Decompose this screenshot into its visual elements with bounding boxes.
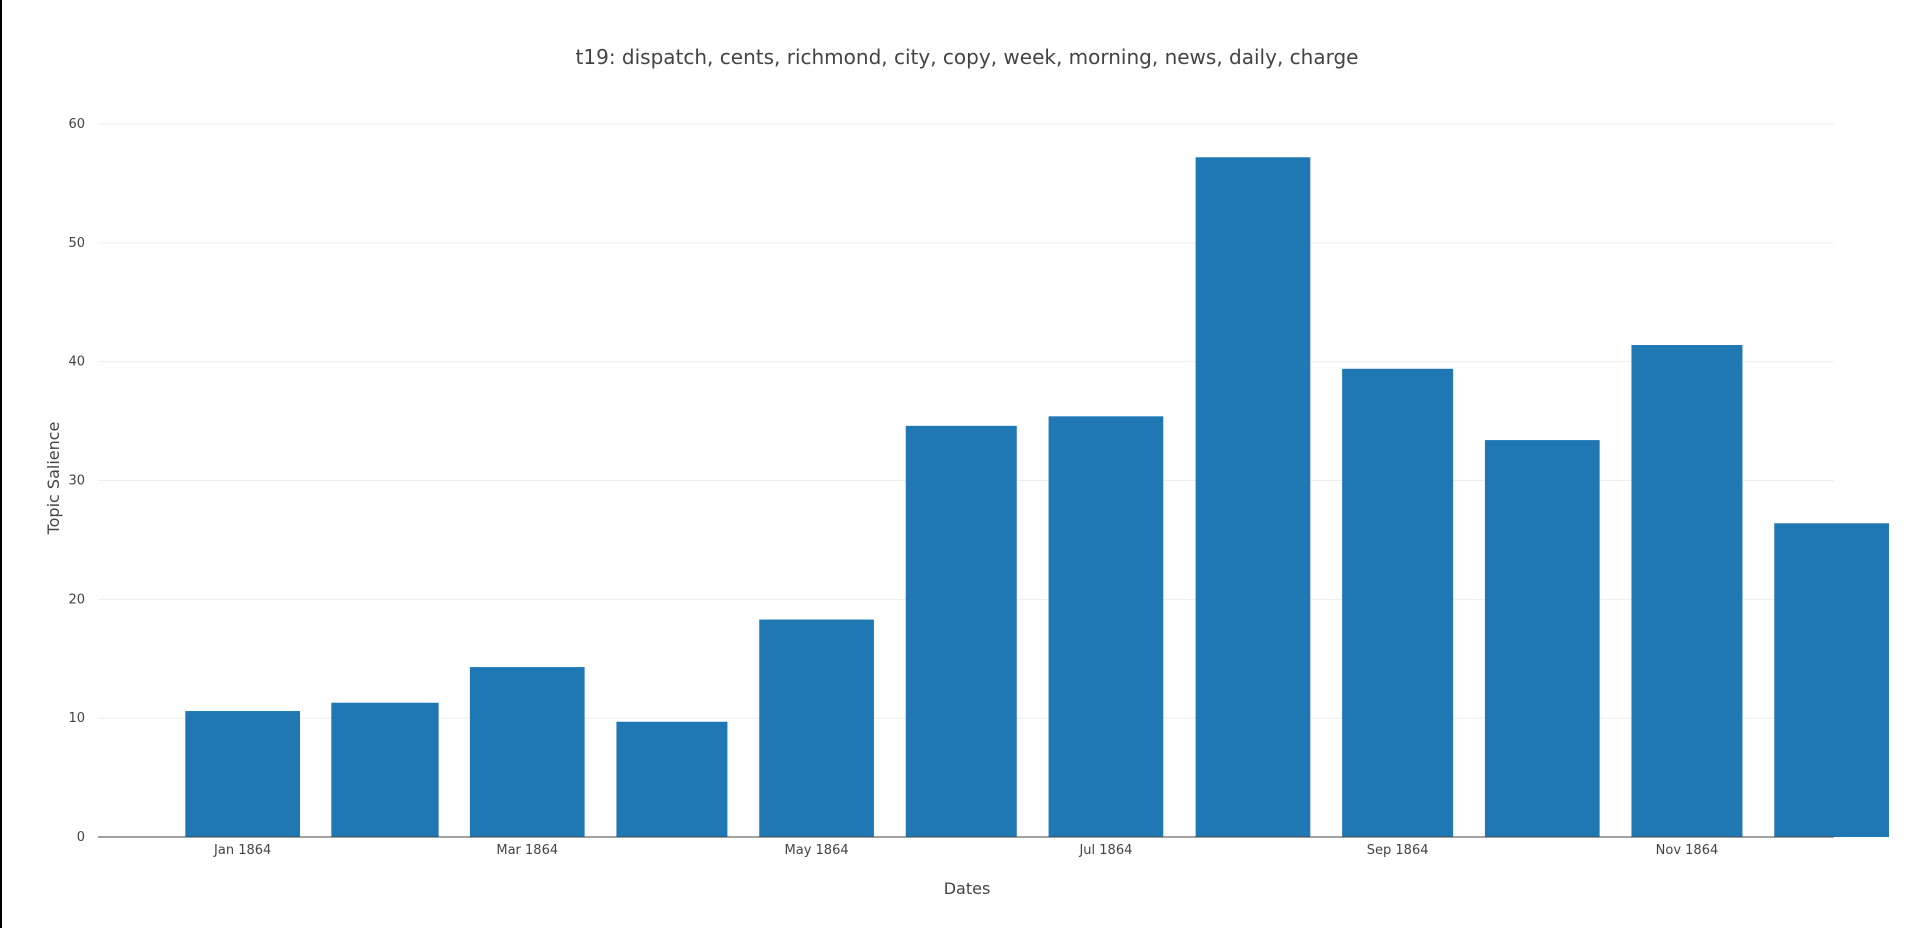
y-tick-label: 40 <box>68 355 85 370</box>
x-tick-label: Mar 1864 <box>496 843 558 858</box>
y-tick-label: 10 <box>68 711 85 726</box>
window-edge <box>0 0 2 928</box>
bar[interactable] <box>1484 440 1600 837</box>
x-axis-title: Dates <box>944 879 991 898</box>
bar[interactable] <box>1195 157 1311 838</box>
bar[interactable] <box>759 619 874 837</box>
bar[interactable] <box>1048 416 1164 837</box>
chart-title: t19: dispatch, cents, richmond, city, co… <box>576 45 1359 69</box>
bars <box>185 157 1889 838</box>
y-tick-label: 30 <box>68 474 85 489</box>
bar[interactable] <box>616 721 728 837</box>
bar[interactable] <box>1342 368 1454 837</box>
bar[interactable] <box>331 702 439 837</box>
x-tick-label: Jul 1864 <box>1078 843 1132 858</box>
bar[interactable] <box>1631 345 1743 837</box>
x-axis-ticks: Jan 1864 Mar 1864 May 1864 Jul 1864 Sep 1864… <box>213 843 1718 858</box>
y-axis-title: Topic Salience <box>44 422 63 536</box>
y-tick-label: 20 <box>68 592 85 607</box>
y-tick-label: 60 <box>68 117 85 132</box>
x-tick-label: Sep 1864 <box>1367 843 1429 858</box>
bar[interactable] <box>905 425 1017 837</box>
bar[interactable] <box>1774 523 1889 837</box>
bar[interactable] <box>469 667 585 837</box>
y-tick-label: 50 <box>68 236 85 251</box>
x-tick-label: Jan 1864 <box>213 843 271 858</box>
y-tick-label: 0 <box>77 830 85 845</box>
y-axis-ticks: 0 10 20 30 40 50 60 <box>68 117 85 845</box>
x-tick-label: Nov 1864 <box>1656 843 1719 858</box>
bar[interactable] <box>185 711 301 837</box>
x-tick-label: May 1864 <box>785 843 849 858</box>
